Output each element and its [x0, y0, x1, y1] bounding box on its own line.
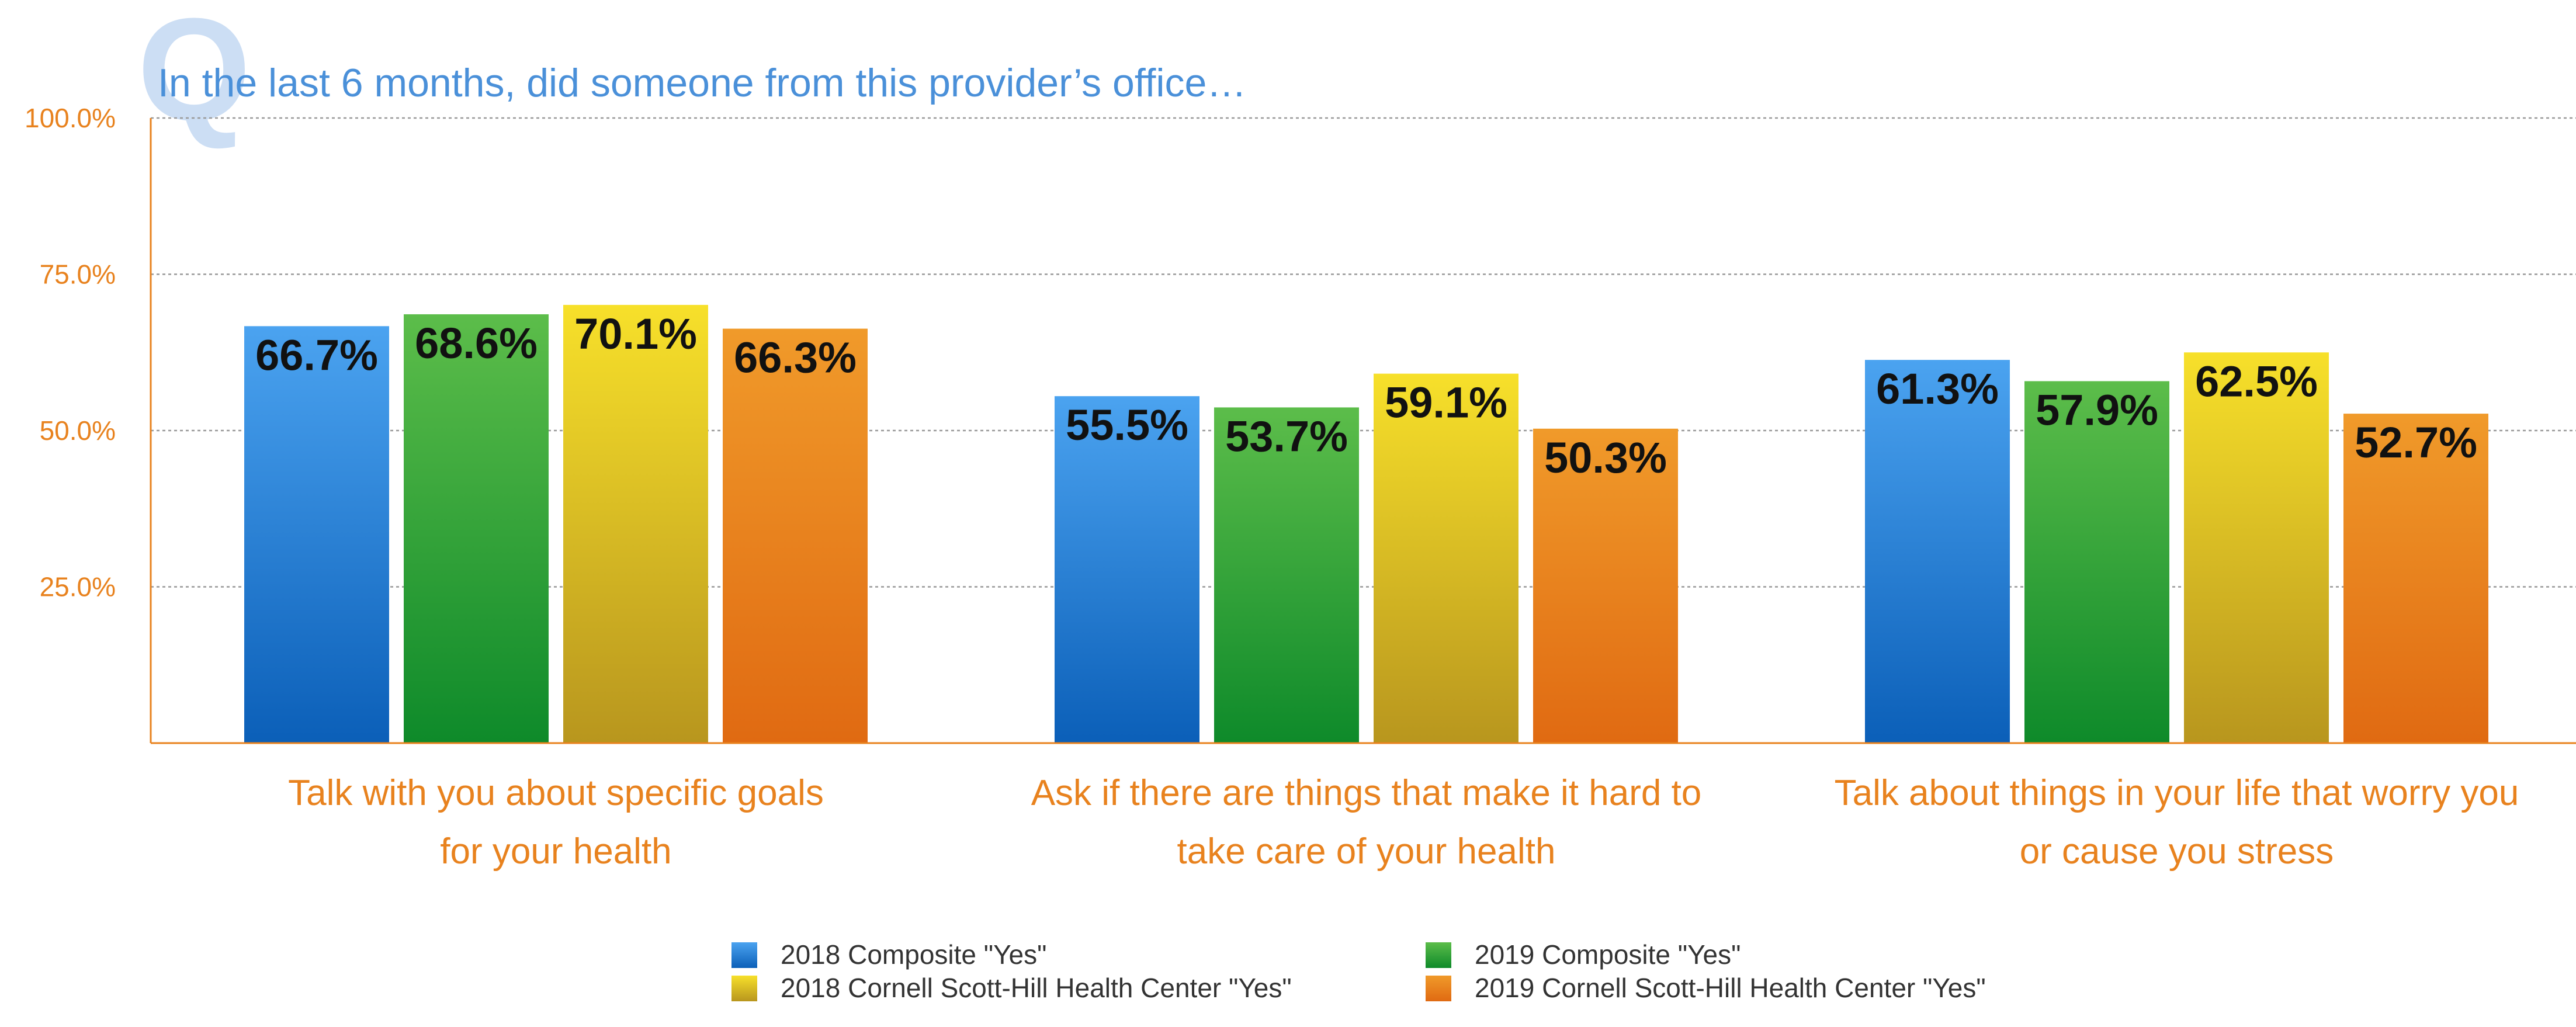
- category-label: or cause you stress: [2020, 831, 2334, 872]
- data-label: 57.9%: [2036, 386, 2158, 434]
- data-label: 66.7%: [255, 331, 378, 379]
- category-labels: Talk with you about specific goals for yo…: [288, 773, 2519, 872]
- bars: [244, 304, 2488, 743]
- data-labels: 66.7% 55.5% 61.3% 68.6% 53.7% 57.9% 70.1% 59.1%…: [255, 310, 2477, 482]
- bar: [404, 314, 549, 743]
- legend-swatch: [731, 942, 757, 968]
- bar: [244, 326, 389, 743]
- axes: [150, 118, 2576, 744]
- data-label: 53.7%: [1225, 412, 1348, 460]
- bar: [1214, 407, 1359, 743]
- legend-label: 2018 Composite "Yes": [781, 939, 1046, 970]
- title-watermark-q: Q: [137, 0, 251, 151]
- category-label: Talk with you about specific goals: [288, 773, 824, 813]
- legend-label: 2019 Composite "Yes": [1475, 939, 1741, 970]
- bar: [1055, 396, 1199, 743]
- data-label: 61.3%: [1876, 365, 1999, 413]
- legend-swatch: [1426, 942, 1451, 968]
- gridlines: [151, 117, 2576, 588]
- bar: [1374, 373, 1518, 743]
- bar: [563, 304, 708, 743]
- data-label: 70.1%: [574, 310, 697, 358]
- data-label: 59.1%: [1385, 379, 1507, 427]
- data-label: 50.3%: [1544, 433, 1667, 482]
- bar: [2184, 352, 2329, 743]
- bar: [2343, 414, 2488, 743]
- bar: [2024, 381, 2169, 743]
- y-tick-label: 100.0%: [25, 103, 116, 133]
- data-label: 66.3%: [734, 334, 857, 382]
- legend-swatch: [1426, 976, 1451, 1001]
- bar: [1533, 428, 1678, 743]
- legend: 2018 Composite "Yes" 2019 Composite "Yes"…: [731, 939, 1986, 1003]
- data-label: 68.6%: [415, 319, 538, 367]
- y-tick-label: 75.0%: [40, 259, 116, 290]
- y-tick-label: 50.0%: [40, 415, 116, 446]
- legend-label: 2019 Cornell Scott-Hill Health Center "Y…: [1475, 973, 1986, 1003]
- legend-swatch: [731, 976, 757, 1001]
- y-tick-label: 25.0%: [40, 572, 116, 602]
- category-label: take care of your health: [1177, 831, 1556, 872]
- y-axis-ticks: 25.0% 50.0% 75.0% 100.0%: [25, 103, 116, 602]
- bar: [1865, 360, 2010, 743]
- bar: [723, 328, 868, 743]
- data-label: 52.7%: [2355, 418, 2477, 467]
- legend-label: 2018 Cornell Scott-Hill Health Center "Y…: [781, 973, 1292, 1003]
- data-label: 62.5%: [2195, 357, 2318, 405]
- category-label: Ask if there are things that make it har…: [1031, 773, 1702, 813]
- category-label: Talk about things in your life that worr…: [1835, 773, 2519, 813]
- category-label: for your health: [440, 831, 671, 872]
- chart-title: In the last 6 months, did someone from t…: [158, 61, 1246, 105]
- data-label: 55.5%: [1066, 401, 1188, 449]
